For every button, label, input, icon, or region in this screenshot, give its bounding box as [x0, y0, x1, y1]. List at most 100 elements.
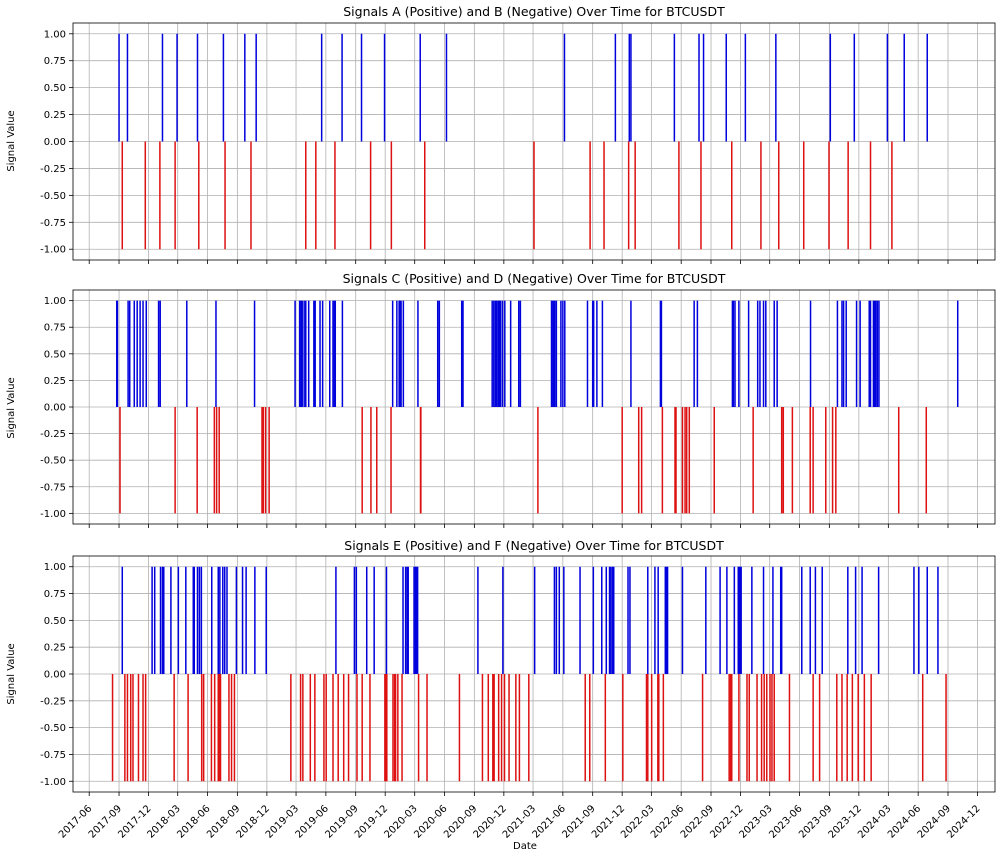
negative-signal-bar	[217, 674, 219, 782]
negative-signal-bar	[713, 407, 715, 514]
negative-signal-bar	[487, 674, 490, 782]
positive-signal-bar	[918, 566, 920, 674]
positive-signal-bar	[301, 300, 303, 407]
y-tick-label: -0.25	[40, 164, 66, 175]
positive-signal-bar	[610, 566, 612, 674]
negative-signal-bar	[729, 674, 732, 782]
positive-signal-bar	[564, 300, 566, 407]
y-tick-label: -0.50	[40, 723, 66, 734]
negative-signal-bar	[233, 674, 236, 782]
negative-signal-bar	[701, 674, 704, 782]
negative-signal-bar	[746, 674, 748, 782]
positive-signal-bar	[628, 33, 631, 142]
positive-signal-bar	[814, 566, 817, 674]
y-tick-label: 0.25	[44, 643, 66, 654]
positive-signal-bar	[560, 300, 562, 407]
negative-signal-bar	[111, 674, 114, 782]
positive-signal-bar	[406, 566, 408, 674]
subplot-2: Signals C (Positive) and D (Negative) Ov…	[6, 271, 996, 528]
negative-signal-bar	[361, 407, 363, 514]
negative-signal-bar	[250, 141, 252, 250]
positive-signal-bar	[438, 300, 441, 407]
negative-signal-bar	[818, 674, 821, 782]
positive-signal-bar	[211, 566, 213, 674]
positive-signal-bar	[329, 300, 331, 407]
positive-signal-bar	[719, 566, 721, 674]
y-tick-label: 0.00	[44, 670, 66, 681]
positive-signal-bar	[460, 300, 463, 407]
negative-signal-bar	[658, 674, 660, 782]
negative-signal-bar	[731, 141, 733, 250]
positive-signal-bar	[809, 566, 811, 674]
positive-signal-bar	[198, 566, 201, 674]
negative-signal-bar	[603, 141, 605, 250]
negative-signal-bar	[891, 141, 893, 250]
positive-signal-bar	[196, 33, 199, 142]
positive-signal-bar	[664, 566, 667, 674]
positive-signal-bar	[772, 566, 774, 674]
negative-signal-bar	[769, 674, 771, 782]
positive-signal-bar	[493, 300, 495, 407]
negative-signal-bar	[731, 674, 733, 782]
positive-signal-bar	[414, 566, 417, 674]
negative-signal-bar	[144, 141, 147, 250]
positive-signal-bar	[926, 33, 928, 142]
negative-signal-bar	[369, 141, 372, 250]
negative-signal-bar	[537, 407, 539, 514]
positive-signal-bar	[504, 300, 506, 407]
negative-signal-bar	[159, 141, 161, 250]
subplot-1-signals	[118, 33, 928, 250]
positive-signal-bar	[654, 566, 656, 674]
subplot-2-xticks	[88, 524, 978, 528]
positive-signal-bar	[196, 566, 199, 674]
positive-signal-bar	[903, 33, 905, 142]
positive-signal-bar	[681, 566, 684, 674]
positive-signal-bar	[673, 33, 676, 142]
positive-signal-bar	[385, 566, 388, 674]
positive-signal-bar	[554, 300, 556, 407]
positive-signal-bar	[244, 33, 246, 142]
negative-signal-bar	[637, 407, 640, 514]
negative-signal-bar	[857, 674, 859, 782]
negative-signal-bar	[347, 674, 350, 782]
negative-signal-bar	[675, 407, 677, 514]
positive-signal-bar	[614, 33, 617, 142]
positive-signal-bar	[601, 566, 603, 674]
positive-signal-bar	[751, 566, 753, 674]
positive-signal-bar	[859, 300, 861, 407]
negative-signal-bar	[213, 407, 216, 514]
negative-signal-bar	[863, 674, 866, 782]
negative-signal-bar	[825, 407, 827, 514]
positive-signal-bar	[477, 566, 479, 674]
positive-signal-bar	[353, 566, 356, 674]
negative-signal-bar	[780, 407, 783, 514]
negative-signal-bar	[688, 407, 691, 514]
positive-signal-bar	[341, 33, 343, 142]
positive-signal-bar	[502, 566, 504, 674]
negative-signal-bar	[500, 674, 503, 782]
positive-signal-bar	[313, 300, 315, 407]
negative-signal-bar	[681, 407, 684, 514]
positive-signal-bar	[780, 566, 783, 674]
negative-signal-bar	[174, 141, 176, 250]
positive-signal-bar	[555, 566, 558, 674]
positive-signal-bar	[163, 566, 165, 674]
negative-signal-bar	[836, 674, 838, 782]
positive-signal-bar	[873, 300, 876, 407]
positive-signal-bar	[226, 566, 228, 674]
positive-signal-bar	[841, 300, 843, 407]
subplot-2-yticks: 1.00 0.75 0.50 0.25 0.00 -0.25 -0.50 -0.75 -1.00	[40, 296, 73, 520]
positive-signal-bar	[383, 33, 386, 142]
subplot-1: Signals A (Positive) and B (Negative) Ov…	[6, 4, 996, 264]
positive-signal-bar	[222, 566, 224, 674]
y-tick-label: 0.75	[44, 56, 66, 67]
subplot-2-ylabel: Signal Value	[6, 377, 17, 438]
subplot-3-xticks	[88, 792, 978, 796]
negative-signal-bar	[302, 674, 304, 782]
y-tick-label: -1.00	[40, 777, 66, 788]
positive-signal-bar	[608, 566, 611, 674]
positive-signal-bar	[118, 33, 120, 142]
negative-signal-bar	[392, 674, 394, 782]
y-tick-label: 0.25	[44, 376, 66, 387]
positive-signal-bar	[738, 566, 740, 674]
